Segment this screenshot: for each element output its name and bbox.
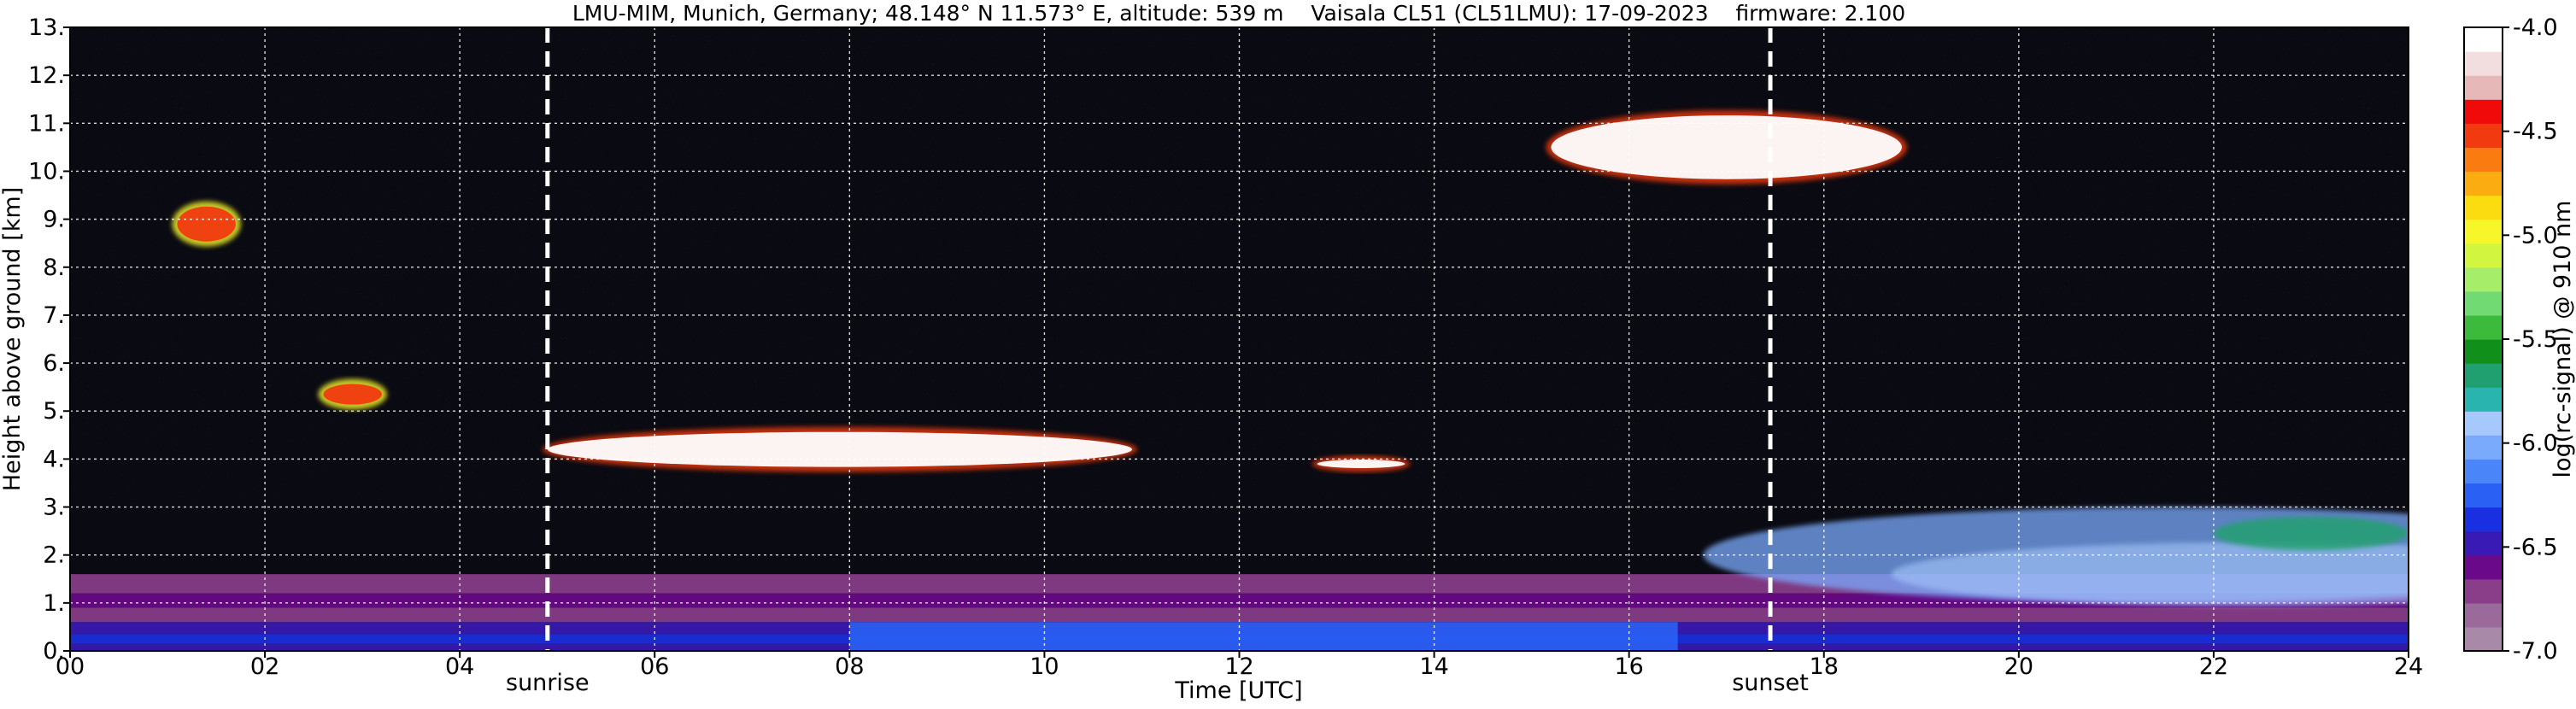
colorbar-segment [2464, 459, 2503, 484]
plot-area [70, 27, 2409, 651]
x-axis: 00 02 04 06 08 10 12 14 16 18 20 22 24 [56, 651, 2423, 680]
colorbar-segment [2464, 530, 2503, 556]
colorbar-segment [2464, 339, 2503, 364]
colorbar-segment [2464, 554, 2503, 580]
colorbar-segment [2464, 27, 2503, 52]
x-tick-label: 16 [1614, 653, 1643, 680]
colorbar-segment [2464, 363, 2503, 388]
y-tick-label: 11. [28, 110, 65, 137]
y-tick-label: 10. [28, 158, 65, 185]
colorbar-segment [2464, 435, 2503, 460]
y-tick-label: 0. [43, 638, 65, 665]
marker-label-sunset: sunset [1732, 670, 1809, 696]
cloud-core [1551, 115, 1902, 179]
y-tick-label: 9. [43, 207, 65, 233]
y-tick-label: 6. [43, 350, 65, 377]
x-tick-label: 12 [1224, 653, 1253, 680]
marker-labels: sunrise sunset [506, 670, 1809, 696]
cloud-core [177, 206, 236, 242]
y-tick-label: 4. [43, 446, 65, 472]
x-tick-label: 00 [56, 653, 85, 680]
colorbar-segment [2464, 219, 2503, 244]
feature-cloud [318, 378, 387, 410]
colorbar-tick-label: -4.0 [2513, 15, 2558, 41]
x-tick-label: 06 [640, 653, 669, 680]
colorbar-segment [2464, 51, 2503, 76]
x-tick-label: 04 [445, 653, 474, 680]
feature-cloud [1546, 110, 1907, 185]
colorbar-segment [2464, 75, 2503, 100]
colorbar-axis: -7.0 -6.5 -6.0 -5.5 -5.0 -4.5 -4.0 [2503, 15, 2558, 665]
colorbar-segment [2464, 314, 2503, 340]
colorbar-segment [2464, 195, 2503, 220]
grid-layer [70, 27, 2409, 651]
colorbar-tick-label: -7.0 [2513, 638, 2558, 665]
colorbar-segment [2464, 578, 2503, 604]
residual-layer-shape [1891, 542, 2409, 606]
colorbar-tick-label: -6.5 [2513, 534, 2558, 560]
x-axis-label: Time [UTC] [1174, 677, 1302, 704]
colorbar-tick-label: -6.0 [2513, 431, 2558, 457]
colorbar-tick-label: -5.5 [2513, 326, 2558, 353]
x-tick-label: 14 [1419, 653, 1448, 680]
cloud-core [323, 384, 382, 405]
colorbar-segment [2464, 147, 2503, 173]
feature-cloud [172, 201, 241, 247]
x-tick-label: 18 [1810, 653, 1839, 680]
x-tick-label: 02 [250, 653, 279, 680]
colorbar-label: log(rc-signal) @ 910 nm [2550, 201, 2576, 478]
feature-aerosol-layer [2213, 516, 2409, 551]
cloud-core [1317, 460, 1405, 468]
colorbar-segment [2464, 626, 2503, 652]
colorbar-segment [2464, 99, 2503, 124]
colorbar-tick-label: -4.5 [2513, 119, 2558, 145]
boundary-layer-band [849, 622, 1678, 651]
colorbar-segment [2464, 290, 2503, 316]
y-axis-label: Height above ground [km] [0, 187, 26, 491]
y-tick-label: 1. [43, 590, 65, 617]
colorbar-segment [2464, 507, 2503, 532]
cloud-core [547, 431, 1133, 467]
y-tick-label: 7. [43, 302, 65, 329]
colorbar-tick-label: -5.0 [2513, 222, 2558, 249]
colorbar-segment [2464, 123, 2503, 148]
x-tick-label: 22 [2199, 653, 2228, 680]
y-tick-label: 13. [28, 15, 65, 41]
x-tick-label: 20 [2004, 653, 2033, 680]
colorbar-segment [2464, 171, 2503, 196]
feature-cloud [1311, 455, 1411, 472]
markers-layer [545, 27, 1773, 651]
aerosol-layer-shape [2213, 516, 2409, 551]
colorbar-segment [2464, 411, 2503, 436]
marker-label-sunrise: sunrise [506, 670, 590, 696]
colorbar-segment [2464, 243, 2503, 268]
colorbar [2464, 27, 2503, 652]
y-tick-label: 5. [43, 398, 65, 425]
y-tick-label: 2. [43, 542, 65, 569]
y-tick-label: 8. [43, 255, 65, 281]
colorbar-segment [2464, 267, 2503, 292]
colorbar-segment [2464, 387, 2503, 412]
feature-cloud [542, 426, 1138, 472]
y-axis: 0. 1. 2. 3. 4. 5. 6. 7. 8. 9. 10. 11. 12. 13. [28, 15, 70, 665]
x-tick-label: 24 [2394, 653, 2423, 680]
chart-title: LMU-MIM, Munich, Germany; 48.148° N 11.5… [572, 1, 1905, 26]
x-tick-label: 08 [835, 653, 864, 680]
colorbar-segment [2464, 602, 2503, 628]
y-tick-label: 3. [43, 495, 65, 521]
colorbar-segment [2464, 483, 2503, 508]
y-tick-label: 12. [28, 62, 65, 89]
x-tick-label: 10 [1030, 653, 1059, 680]
